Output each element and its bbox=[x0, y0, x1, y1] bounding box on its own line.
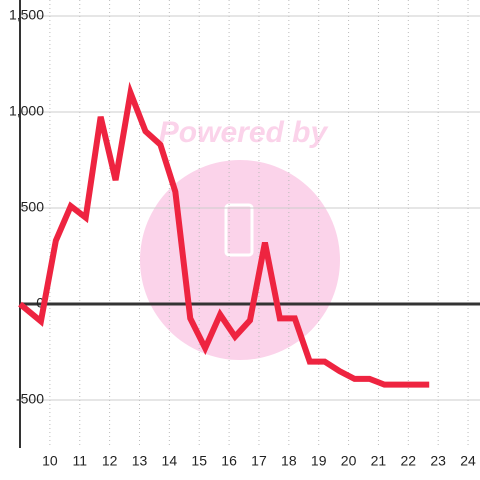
x-tick-label: 22 bbox=[401, 453, 417, 469]
x-tick-label: 14 bbox=[162, 453, 178, 469]
x-tick-label: 16 bbox=[221, 453, 237, 469]
watermark-text: Powered by bbox=[159, 116, 329, 149]
y-tick-label: 0 bbox=[36, 295, 44, 311]
x-tick-label: 19 bbox=[311, 453, 327, 469]
y-tick-label: -500 bbox=[16, 391, 44, 407]
line-series bbox=[18, 81, 430, 388]
x-tick-label: 23 bbox=[430, 453, 446, 469]
y-tick-label: 1,000 bbox=[9, 103, 44, 119]
y-tick-label: 500 bbox=[21, 199, 45, 215]
x-tick-label: 10 bbox=[42, 453, 58, 469]
x-tick-label: 12 bbox=[102, 453, 118, 469]
x-tick-label: 15 bbox=[191, 453, 207, 469]
x-tick-label: 11 bbox=[72, 453, 87, 469]
y-tick-label: 1,500 bbox=[9, 7, 44, 23]
x-tick-label: 13 bbox=[132, 453, 148, 469]
x-tick-label: 24 bbox=[460, 453, 476, 469]
watermark-icon bbox=[224, 203, 254, 257]
x-tick-label: 18 bbox=[281, 453, 297, 469]
x-tick-label: 17 bbox=[251, 453, 267, 469]
x-tick-label: 21 bbox=[371, 453, 387, 469]
x-tick-label: 20 bbox=[341, 453, 357, 469]
